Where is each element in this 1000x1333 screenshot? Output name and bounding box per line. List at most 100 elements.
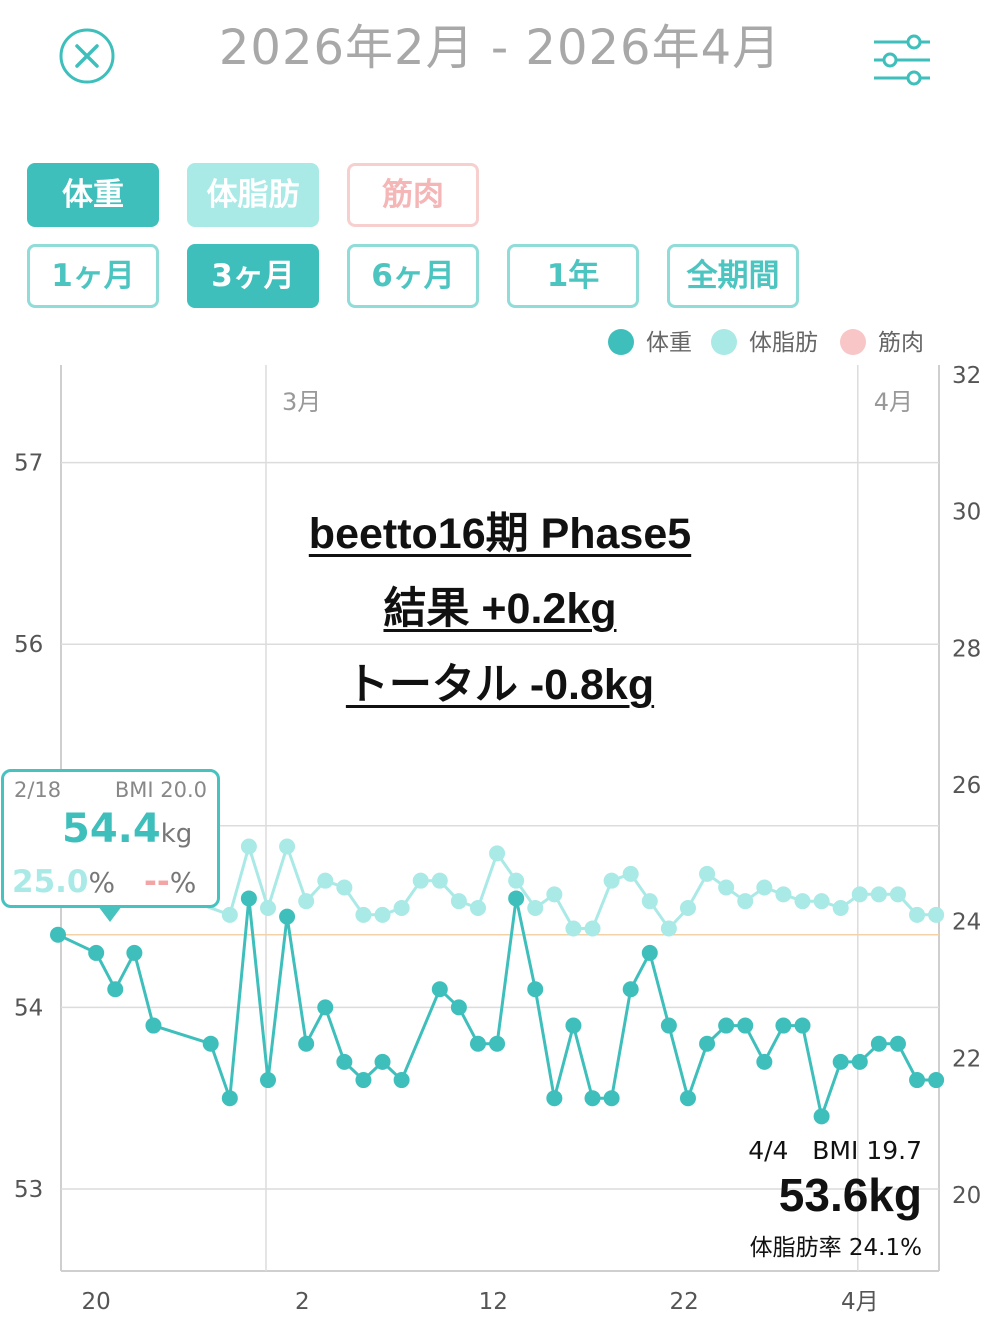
data-point-weight xyxy=(660,1017,677,1034)
data-point-weight xyxy=(584,1090,601,1107)
legend-item-body-fat: 体脂肪 xyxy=(711,326,818,360)
data-point-body-fat xyxy=(221,906,238,923)
data-point-body-fat xyxy=(870,886,887,903)
data-point-weight xyxy=(851,1053,868,1070)
legend-item-muscle: 筋肉 xyxy=(840,326,924,360)
data-point-weight xyxy=(374,1053,391,1070)
tab-weight[interactable]: 体重 xyxy=(27,163,159,227)
tooltip-muscle: --% xyxy=(144,864,196,900)
x-tick-label: 20 xyxy=(82,1289,111,1315)
x-tick-label: 22 xyxy=(670,1289,699,1315)
legend-dot-weight xyxy=(608,328,634,355)
data-point-body-fat xyxy=(469,900,486,917)
data-point-body-fat xyxy=(450,893,467,910)
tooltip-muscle-value: -- xyxy=(144,864,170,900)
data-point-body-fat xyxy=(603,872,620,889)
y-tick-label-left: 53 xyxy=(14,1177,43,1203)
data-point-weight xyxy=(889,1035,906,1052)
y-tick-label-right: 28 xyxy=(952,636,981,662)
data-point-body-fat xyxy=(889,886,906,903)
data-point-weight xyxy=(641,944,658,961)
data-point-weight xyxy=(317,999,334,1016)
data-point-weight xyxy=(622,981,639,998)
y-tick-label-right: 22 xyxy=(952,1046,981,1072)
data-point-body-fat xyxy=(928,906,945,923)
data-point-body-fat xyxy=(431,872,448,889)
data-point-weight xyxy=(431,981,448,998)
latest-date: 4/4 xyxy=(748,1136,789,1165)
data-point-weight xyxy=(546,1090,563,1107)
month-label: 3月 xyxy=(282,388,321,416)
sliders-icon xyxy=(874,34,930,86)
tooltip-weight: 54.4kg xyxy=(62,806,192,852)
period-1-month[interactable]: 1ヶ月 xyxy=(27,244,159,308)
data-point-body-fat xyxy=(393,900,410,917)
latest-reading-header: 4/4 BMI 19.7 xyxy=(748,1136,922,1165)
data-point-weight xyxy=(126,944,143,961)
data-point-weight xyxy=(699,1035,716,1052)
x-tick-label: 12 xyxy=(479,1289,508,1315)
tooltip-weight-unit: kg xyxy=(160,819,193,849)
data-point-body-fat xyxy=(489,845,506,862)
data-point-body-fat xyxy=(259,900,276,917)
latest-weight: 53.6kg xyxy=(778,1169,922,1221)
data-point-body-fat xyxy=(355,906,372,923)
settings-button[interactable] xyxy=(872,34,934,86)
tooltip-pointer xyxy=(98,906,122,922)
tooltip-bmi: BMI 20.0 xyxy=(114,778,207,802)
legend-label-muscle: 筋肉 xyxy=(878,330,924,356)
data-point-weight xyxy=(202,1035,219,1052)
data-point-weight xyxy=(718,1017,735,1034)
annotation-line-2: 結果 +0.2kg xyxy=(383,585,617,633)
tooltip-fat-unit: % xyxy=(88,866,116,899)
latest-body-fat: 体脂肪率 24.1% xyxy=(749,1235,922,1261)
data-point-body-fat xyxy=(851,886,868,903)
data-point-weight xyxy=(469,1035,486,1052)
data-point-body-fat xyxy=(584,920,601,937)
period-3-months[interactable]: 3ヶ月 xyxy=(187,244,319,308)
data-point-body-fat xyxy=(641,893,658,910)
data-point-weight xyxy=(909,1072,926,1089)
data-tooltip: 2/18 BMI 20.0 54.4kg 25.0% --% xyxy=(1,769,220,908)
data-point-weight xyxy=(737,1017,754,1034)
data-point-weight xyxy=(832,1053,849,1070)
data-point-weight xyxy=(50,926,66,943)
tooltip-date: 2/18 xyxy=(14,778,62,802)
data-point-weight xyxy=(775,1017,792,1034)
data-point-body-fat xyxy=(279,838,296,855)
tooltip-muscle-unit: % xyxy=(169,866,197,899)
month-label: 4月 xyxy=(874,388,913,416)
data-point-body-fat xyxy=(909,906,926,923)
period-all[interactable]: 全期間 xyxy=(667,244,799,308)
y-tick-label-right: 26 xyxy=(952,773,981,799)
period-1-year[interactable]: 1年 xyxy=(507,244,639,308)
data-point-weight xyxy=(259,1072,276,1089)
close-button[interactable] xyxy=(58,27,116,85)
data-point-weight xyxy=(355,1072,372,1089)
data-point-weight xyxy=(756,1053,773,1070)
data-point-body-fat xyxy=(718,879,735,896)
y-tick-label-right: 20 xyxy=(952,1183,981,1209)
data-point-body-fat xyxy=(813,893,830,910)
tooltip-fat-value: 25.0 xyxy=(12,864,89,900)
tab-muscle[interactable]: 筋肉 xyxy=(347,163,479,227)
data-point-weight xyxy=(794,1017,811,1034)
period-6-months[interactable]: 6ヶ月 xyxy=(347,244,479,308)
data-point-weight xyxy=(221,1090,238,1107)
data-point-body-fat xyxy=(622,865,639,882)
data-point-body-fat xyxy=(699,865,716,882)
legend-label-weight: 体重 xyxy=(646,330,692,356)
data-point-body-fat xyxy=(374,906,391,923)
data-point-weight xyxy=(450,999,467,1016)
data-point-weight xyxy=(489,1035,506,1052)
data-point-weight xyxy=(679,1090,696,1107)
data-point-weight xyxy=(107,981,124,998)
x-tick-label: 2 xyxy=(295,1289,310,1315)
y-tick-label-left: 56 xyxy=(14,632,43,658)
data-point-body-fat xyxy=(832,900,849,917)
data-point-body-fat xyxy=(508,872,525,889)
data-point-weight xyxy=(145,1017,162,1034)
tab-body-fat[interactable]: 体脂肪 xyxy=(187,163,319,227)
tooltip-fat: 25.0% xyxy=(12,864,115,900)
